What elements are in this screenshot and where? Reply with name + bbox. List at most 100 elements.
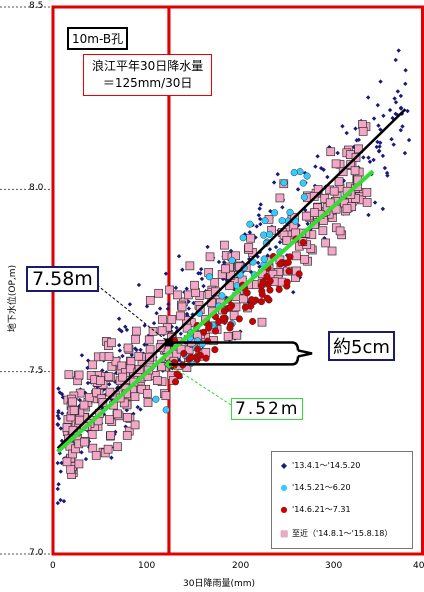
cyan-circle-point: [278, 217, 286, 225]
square-point: [326, 147, 336, 157]
diamond-point: [374, 144, 379, 150]
square-point: [358, 127, 368, 136]
diamond-point: [376, 123, 381, 128]
square-point: [113, 409, 122, 419]
square-point: [145, 295, 155, 305]
diamond-point: [56, 386, 61, 391]
diamond-point: [85, 380, 91, 386]
square-point: [62, 457, 72, 467]
legend-label: 至近（'14.8.1～'15.8.18）: [292, 528, 393, 538]
diamond-point: [216, 259, 222, 265]
diamond-point: [367, 159, 373, 164]
square-point: [130, 420, 140, 430]
diamond-point: [58, 426, 64, 431]
square-point: [104, 415, 114, 424]
diamond-point: [57, 390, 63, 395]
diamond-point: [393, 100, 399, 105]
red-circle-point: [226, 324, 234, 332]
red-circle-point: [173, 370, 181, 378]
red-circle-point: [211, 327, 220, 335]
difference-bracket: [168, 341, 313, 366]
diamond-point: [384, 170, 390, 176]
red-circle-point: [248, 296, 256, 304]
diamond-point: [366, 212, 371, 218]
square-point: [232, 330, 242, 340]
red-circle-point: [295, 270, 303, 278]
diamond-point: [184, 286, 189, 291]
square-point: [126, 364, 135, 374]
diamond-point: [354, 138, 359, 143]
green-value-leader: [168, 363, 232, 406]
trend-lines: [56, 108, 407, 454]
diamond-point: [372, 200, 378, 205]
diamond-point: [116, 343, 122, 348]
diamond-point: [405, 108, 410, 114]
diamond-point: [201, 283, 206, 289]
cyan-circle-point: [266, 230, 274, 238]
circle-marker-icon: ●: [280, 482, 288, 492]
diamond-point: [398, 127, 403, 133]
diamond-point: [351, 144, 357, 150]
cyan-circle-point: [303, 172, 311, 180]
diamond-point: [291, 289, 296, 295]
square-point: [246, 233, 255, 243]
diamond-point: [186, 306, 192, 311]
diamond-point: [275, 172, 280, 177]
square-point: [158, 315, 167, 325]
cyan-circle-point: [152, 395, 160, 403]
square-point: [157, 362, 167, 372]
diamond-point: [268, 208, 273, 214]
square-point: [92, 388, 101, 398]
diamond-point: [58, 469, 63, 474]
square-point: [329, 186, 339, 196]
square-point: [69, 406, 79, 415]
red-circle-point: [211, 346, 219, 354]
square-point: [131, 326, 141, 336]
square-point: [327, 246, 337, 256]
diamond-point: [199, 266, 204, 272]
red-circle-point: [241, 303, 249, 311]
x-tick-label: 400: [413, 561, 424, 571]
diamond-point: [325, 174, 330, 180]
diamond-point: [165, 306, 171, 312]
square-point: [176, 311, 185, 321]
square-point: [335, 226, 345, 236]
diamond-point: [157, 306, 163, 311]
diamond-point: [180, 267, 185, 272]
red-circle-point: [283, 278, 291, 286]
red-circle-point: [171, 378, 180, 386]
diamond-point: [353, 126, 358, 131]
square-point: [126, 357, 136, 366]
diamond-point: [116, 316, 122, 321]
diamond-point: [375, 139, 380, 145]
diamond-point: [398, 93, 404, 99]
legend-item-june-july: ● '14.6.21～7.31: [278, 502, 351, 516]
red-circle-point: [258, 290, 266, 298]
square-point: [331, 159, 341, 169]
diamond-point: [133, 346, 138, 351]
diamond-point: [375, 102, 381, 108]
square-point: [320, 194, 330, 203]
square-point: [338, 167, 348, 177]
diamond-point: [124, 327, 130, 333]
square-point: [66, 464, 75, 474]
square-point: [118, 372, 127, 382]
diamond-point: [305, 221, 310, 227]
square-point: [74, 459, 84, 469]
square-point: [68, 397, 77, 407]
diamond-point: [199, 276, 205, 282]
square-point: [161, 391, 171, 401]
diamond-point: [79, 353, 85, 358]
square-point: [191, 288, 200, 297]
legend-label: '13.4.1～'14.5.20: [292, 460, 361, 470]
legend-label: '14.5.21～6.20: [292, 482, 351, 492]
diamond-point: [59, 438, 65, 444]
diamond-point: [173, 285, 179, 291]
diamond-point: [378, 127, 383, 132]
diamond-point: [380, 206, 386, 212]
square-point: [282, 236, 292, 245]
square-point: [362, 198, 372, 207]
square-point: [80, 437, 89, 447]
cyan-circle-point: [296, 168, 304, 176]
diamond-marker-icon: ◆: [280, 460, 288, 470]
